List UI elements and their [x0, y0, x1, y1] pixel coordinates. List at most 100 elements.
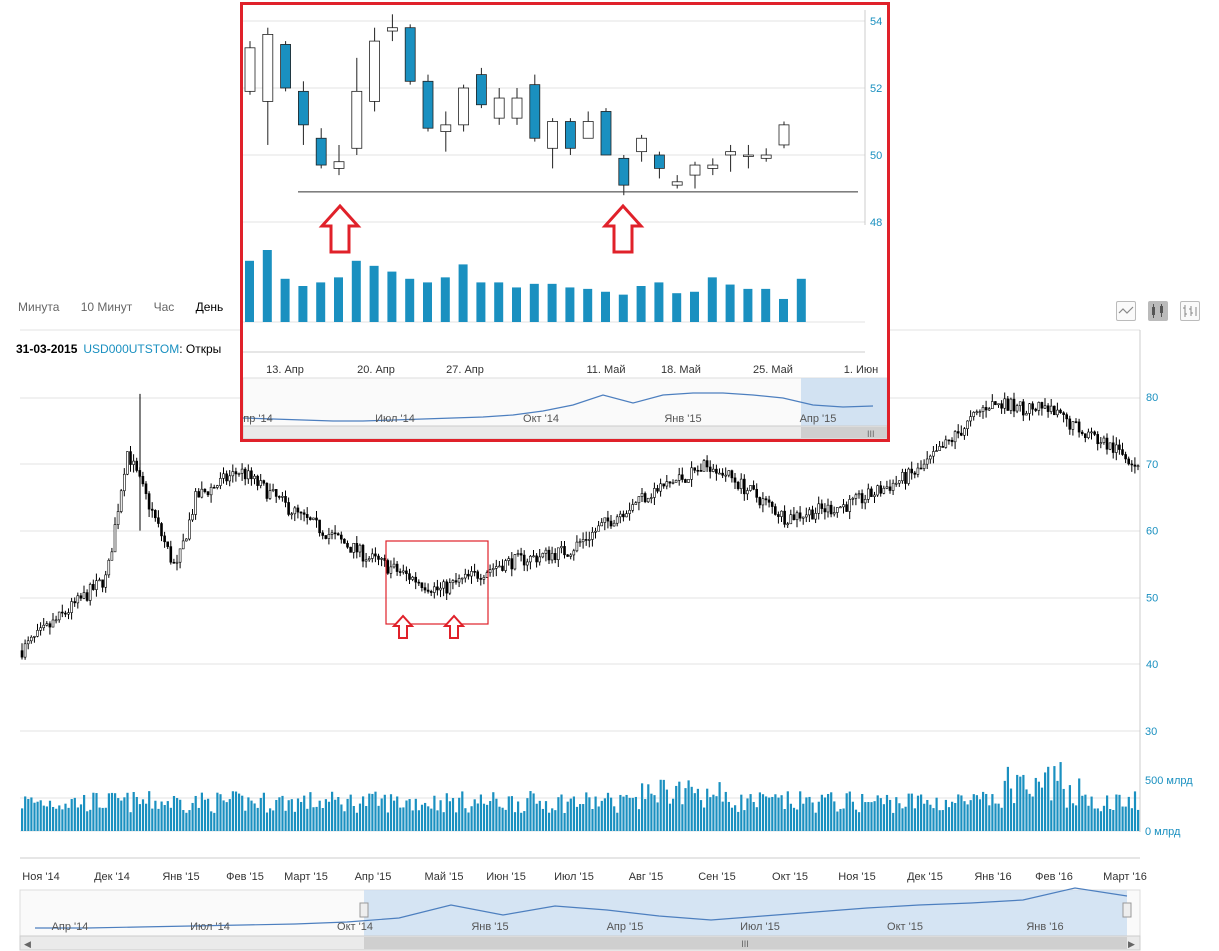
volume-bar	[1081, 795, 1084, 831]
inset-scrollbar-track[interactable]	[242, 425, 888, 440]
inset-volume-bar	[654, 282, 664, 322]
volume-bar	[541, 808, 544, 831]
volume-bar	[1009, 788, 1013, 831]
inset-navigator-selection[interactable]	[801, 378, 887, 426]
volume-bar	[520, 812, 523, 831]
candle-body	[609, 520, 613, 527]
volume-bar	[805, 797, 808, 831]
candle-body	[529, 555, 532, 563]
scrollbar-thumb[interactable]	[364, 937, 1127, 949]
inset-candle-body	[778, 124, 790, 146]
candle-body	[287, 502, 290, 515]
candle-body	[253, 475, 256, 480]
timeframe-day[interactable]: День	[195, 300, 224, 314]
candle-body	[1136, 465, 1140, 468]
candle-body	[863, 498, 867, 504]
navigator-right-handle[interactable]	[1122, 902, 1132, 918]
volume-bar	[476, 803, 479, 831]
candle-body	[110, 551, 114, 561]
volume-bar	[703, 807, 706, 831]
volume-bar	[123, 797, 126, 831]
candle-body	[498, 565, 501, 568]
candle-body	[29, 636, 33, 642]
timeframe-10-minute[interactable]: 10 Минут	[80, 300, 133, 314]
volume-bar	[213, 812, 216, 831]
candle-body	[1049, 405, 1053, 412]
candle-body	[147, 493, 151, 510]
timeframe-minute[interactable]: Минута	[18, 300, 60, 314]
candle-body	[395, 563, 399, 572]
inset-volume-bar	[476, 282, 486, 322]
candle-body	[274, 489, 278, 497]
volume-bar	[786, 791, 789, 831]
candle-body	[746, 490, 749, 495]
navigator-left-handle[interactable]	[359, 902, 369, 918]
candle-body	[622, 513, 625, 518]
volume-bar	[1025, 789, 1028, 831]
candle-body	[1006, 398, 1010, 411]
candle-body	[212, 486, 216, 489]
volume-bar	[172, 795, 176, 831]
line-chart-icon[interactable]	[1116, 301, 1136, 321]
volume-bar	[27, 799, 30, 831]
candle-body	[702, 460, 706, 472]
volume-bar	[771, 796, 774, 831]
scroll-right-icon[interactable]: ▶	[1128, 939, 1135, 949]
candle-body	[107, 559, 111, 576]
volume-bar	[566, 801, 569, 831]
scroll-left-icon[interactable]: ◀	[24, 939, 31, 949]
inset-scrollbar-thumb[interactable]	[801, 427, 887, 438]
volume-bar	[895, 797, 898, 831]
candle-body	[318, 519, 321, 534]
volume-bar	[114, 793, 117, 831]
candle-body	[377, 555, 380, 560]
volume-bar	[73, 797, 76, 831]
candle-body	[1059, 409, 1062, 414]
x-tick-label: Дек '14	[94, 871, 130, 883]
volume-bar	[141, 799, 145, 831]
volume-bar	[386, 812, 389, 831]
candle-body	[854, 494, 858, 499]
volume-bar	[1037, 781, 1040, 831]
inset-volume-bar	[298, 286, 308, 322]
volume-bar	[30, 797, 33, 831]
candle-body	[293, 507, 297, 515]
timeframe-hour[interactable]: Час	[153, 300, 175, 314]
volume-bar	[498, 806, 501, 831]
candle-body	[643, 493, 647, 503]
candle-body	[637, 496, 641, 504]
volume-bar	[876, 795, 879, 831]
volume-bar	[923, 803, 926, 831]
volume-bar	[120, 800, 123, 831]
candle-body	[662, 483, 666, 487]
candle-body	[104, 574, 107, 588]
navigator-tick-label: Апр '15	[607, 921, 644, 933]
volume-bar	[644, 799, 647, 831]
volume-bar	[690, 786, 693, 831]
candle-body	[956, 431, 960, 434]
candle-body	[85, 592, 89, 601]
candle-body	[423, 587, 427, 591]
volume-bar	[830, 792, 833, 831]
candle-body	[457, 578, 461, 583]
candle-body	[268, 490, 272, 499]
candle-body	[1071, 421, 1075, 430]
candle-body	[1034, 408, 1037, 411]
candle-body	[290, 513, 294, 516]
candle-body	[45, 623, 49, 626]
candle-body	[414, 576, 418, 583]
volume-bar	[148, 791, 151, 831]
candle-body	[535, 555, 538, 563]
candle-body	[857, 493, 861, 496]
volume-bar	[83, 794, 86, 831]
volume-bar	[579, 804, 582, 831]
ohlc-icon[interactable]	[1180, 301, 1200, 321]
candlestick-icon[interactable]	[1148, 301, 1168, 321]
inset-volume-bar	[583, 288, 593, 322]
symbol-link[interactable]: USD000UTSTOM	[83, 342, 180, 356]
volume-bar	[827, 793, 830, 831]
volume-bar	[352, 805, 355, 831]
volume-bar	[560, 794, 563, 831]
volume-bar	[290, 799, 293, 831]
inset-volume-bar	[440, 277, 450, 322]
